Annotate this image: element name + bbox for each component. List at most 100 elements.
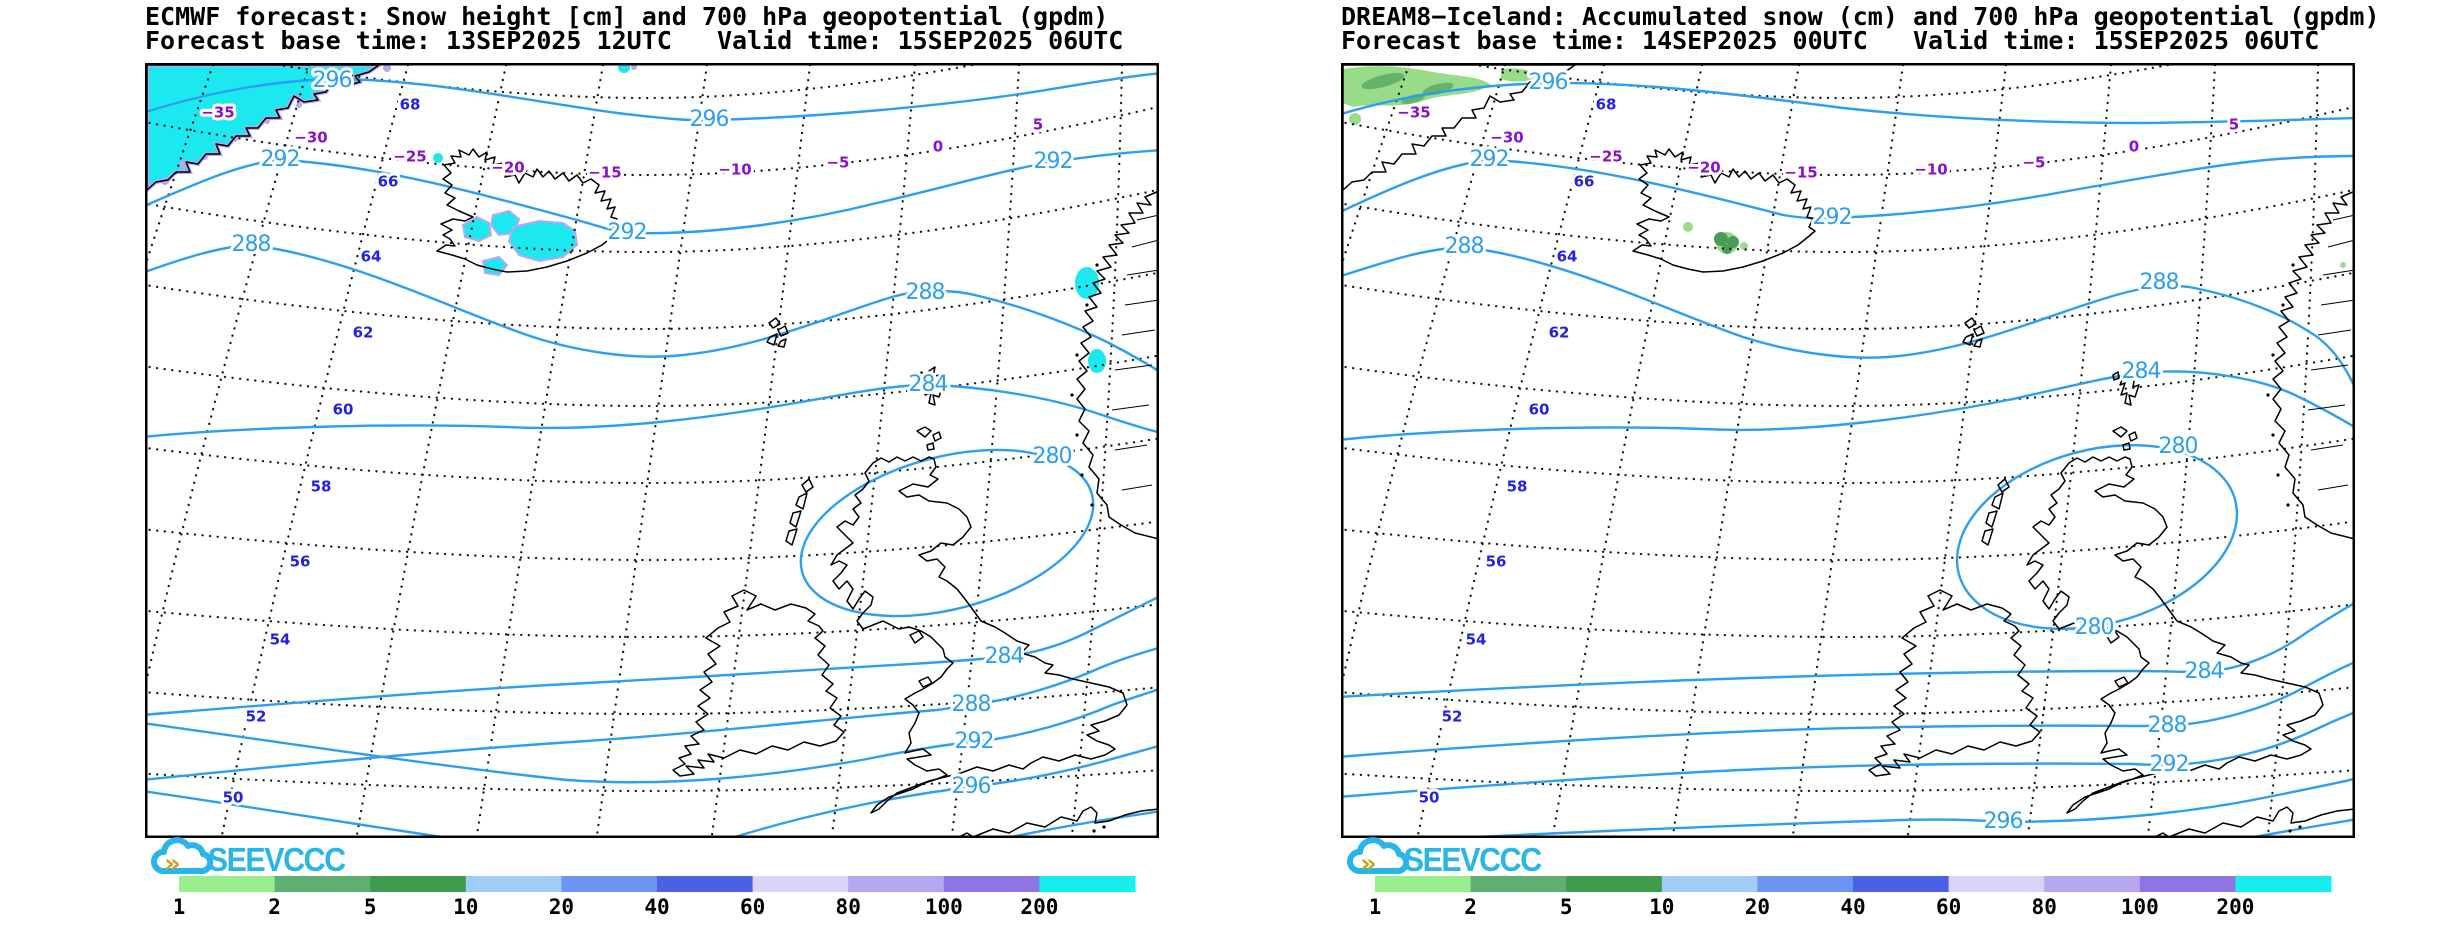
geopotential-contour [145, 243, 1159, 373]
contour-label: 288 [906, 280, 945, 305]
colorbar-label: 40 [1840, 895, 1865, 919]
ecmwf-title-block: ECMWF forecast: Snow height [cm] and 700… [145, 4, 1123, 53]
colorbar-segment [848, 876, 945, 892]
dream8-title-line2: Forecast base time: 14SEP2025 00UTC Vali… [1341, 26, 2320, 55]
meridian-line [145, 63, 311, 692]
longitude-label: −5 [2022, 154, 2045, 172]
dream8-title-line1: DREAM8−Iceland: Accumulated snow (cm) an… [1341, 2, 2380, 31]
islet-dot [2271, 433, 2275, 437]
fjord-line [1111, 404, 1150, 411]
colorbar-segment [752, 876, 849, 892]
colorbar-segment [2044, 876, 2141, 892]
contour-label: 292 [261, 147, 300, 172]
colorbar-label: 40 [644, 895, 669, 919]
coastline [1997, 478, 2010, 493]
meridian-line [1341, 63, 1507, 692]
geopotential-low-contour [799, 448, 1095, 618]
contour-label: 292 [1470, 147, 1509, 172]
islet-dot [2276, 473, 2280, 477]
colorbar-label: 60 [1936, 895, 1961, 919]
fjord-line [2332, 214, 2355, 221]
colorbar-segment [1039, 876, 1136, 892]
iceland-snow-spot [1722, 244, 1732, 254]
coastline [1985, 510, 1998, 528]
iceland-glacier-snow [507, 219, 579, 263]
geopotential-contour [145, 383, 1159, 438]
contour-layer [145, 72, 1159, 838]
colorbar-segment [1470, 876, 1567, 892]
colorbar-segment [943, 876, 1040, 892]
coastline [926, 442, 935, 451]
islet-dot [1092, 829, 1096, 833]
snow-fringe-dot [179, 161, 187, 169]
coastline [1991, 492, 2004, 510]
longitude-label: 0 [933, 138, 943, 156]
label-layer: 296 292 292 288 288 284 280 280 284 288 292 296 68 66… [1394, 67, 2242, 837]
islet-dot [1095, 263, 1099, 267]
coastline [2114, 676, 2129, 688]
coastline [918, 676, 933, 688]
islet-dot [2291, 263, 2295, 267]
coastline-layer [146, 64, 1159, 838]
coastline [2151, 806, 2355, 838]
coastline [2272, 190, 2355, 540]
fjord-line [2310, 444, 2344, 451]
colorbar-label: 2 [268, 895, 281, 919]
fjord-line [1114, 444, 1148, 451]
meridian-line [1416, 63, 1606, 837]
latitude-label: 60 [1529, 401, 1550, 419]
longitude-label: −15 [588, 164, 621, 182]
iceland-snow-spot [433, 153, 443, 163]
norway-snow-patch [1088, 349, 1106, 373]
iceland-snow-spot [1740, 242, 1748, 250]
coastline [2112, 426, 2128, 438]
latitude-label: 66 [378, 173, 399, 191]
contour-label: 296 [1529, 70, 1568, 95]
coastline [955, 806, 1159, 838]
parallel-line [145, 437, 1159, 485]
islet-dot [1085, 303, 1089, 307]
coastline [1973, 325, 1985, 337]
geopotential-contour [1341, 245, 2355, 391]
islet-dot [2298, 825, 2302, 829]
coastline [1964, 317, 1977, 329]
islet-dot [1090, 503, 1094, 507]
panel-dream8: DREAM8−Iceland: Accumulated snow (cm) an… [1341, 0, 2449, 925]
snow-fringe-dot [296, 102, 302, 108]
coastline [830, 456, 1128, 814]
contour-label: 284 [2185, 659, 2224, 684]
ecmwf-map: 296 296 292 292 292 288 288 284 280 284 288 292 296 6… [145, 63, 1159, 838]
parallel-line [1456, 63, 2186, 100]
islet-dot [1102, 825, 1106, 829]
latitude-label: 68 [1596, 96, 1617, 114]
contour-label: 284 [2122, 359, 2161, 384]
parallel-line [145, 105, 1159, 177]
contour-label: 292 [1034, 149, 1073, 174]
logo-arrow-icon: » [1360, 849, 1377, 879]
fjord-line [1136, 214, 1159, 221]
islet-dot [1075, 353, 1079, 357]
colorbar-label: 1 [1371, 895, 1381, 919]
seevccc-logo: » SEEVCCC [151, 837, 347, 879]
logo-text: SEEVCCC [1404, 841, 1543, 878]
colorbar-label: 100 [925, 895, 963, 919]
colorbar-segment [1375, 876, 1472, 892]
seevccc-logo: » SEEVCCC [1347, 837, 1543, 879]
latitude-label: 64 [1557, 248, 1578, 266]
colorbar-label: 60 [740, 895, 765, 919]
geopotential-contour [1341, 81, 2355, 125]
islet-dot [1080, 473, 1084, 477]
latitude-label: 58 [1507, 478, 1528, 496]
colorbar-segment [274, 876, 371, 892]
iceland-snow-spot [1714, 232, 1728, 246]
longitude-label: 5 [2229, 116, 2239, 134]
latitude-label: 64 [361, 248, 382, 266]
colorbar-label: 200 [2216, 895, 2254, 919]
meridian-line [1070, 63, 1124, 837]
norway-snow-spot [2340, 262, 2346, 268]
dream8-map: 296 292 292 288 288 284 280 280 284 288 292 296 68 66… [1341, 63, 2355, 838]
colorbar-label: 20 [549, 895, 574, 919]
seevccc-cloud-icon [151, 837, 214, 875]
fjord-line [1121, 329, 1156, 336]
geopotential-contour [2242, 818, 2355, 838]
